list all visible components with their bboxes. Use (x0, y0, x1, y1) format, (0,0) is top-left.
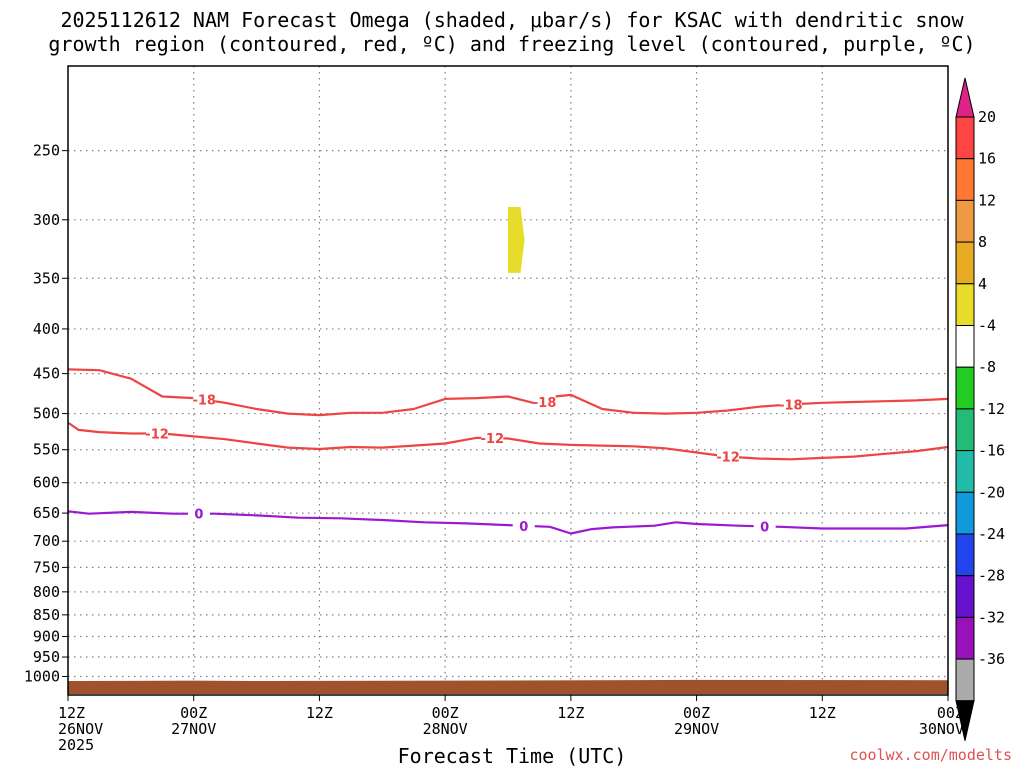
y-tick-label: 550 (33, 441, 60, 459)
x-tick-label: 00Z (683, 704, 710, 722)
contour-label: -12 (481, 432, 505, 447)
colorbar-label: -28 (978, 567, 1005, 585)
y-tick-label: 500 (33, 405, 60, 423)
colorbar-label: 12 (978, 191, 996, 209)
y-axis-ticks: 250 300 350 400 450 500 550 600 650 700 750 800 850 9… (24, 142, 68, 685)
colorbar-segment (955, 199, 975, 243)
y-tick-label: 600 (33, 474, 60, 492)
x-tick-label: 00Z (180, 704, 207, 722)
x-tick-label: 12Z (306, 704, 333, 722)
colorbar-label: -32 (978, 608, 1005, 626)
contour-minus-12 (67, 421, 949, 461)
x-tick-label: 30NOV (919, 720, 964, 738)
contour-label: -18 (192, 394, 216, 409)
y-tick-label: 400 (33, 320, 60, 338)
colorbar-label: -16 (978, 442, 1005, 460)
x-tick-label: 12Z (58, 704, 85, 722)
credit-link[interactable]: coolwx.com/modelts (849, 746, 1012, 764)
colorbar-label: -4 (978, 317, 996, 335)
contour-label-bg (481, 430, 504, 447)
colorbar-label: 8 (978, 233, 987, 251)
colorbar-label: 4 (978, 275, 987, 293)
x-tick-label: 00Z (432, 704, 459, 722)
colorbar-label: 16 (978, 150, 996, 168)
contour-label: -12 (145, 428, 169, 443)
colorbar-label: -20 (978, 483, 1005, 501)
colorbar-label: -12 (978, 400, 1005, 418)
colorbar-segment (955, 158, 975, 201)
y-tick-label: 700 (33, 532, 60, 550)
x-tick-label: 27NOV (171, 720, 216, 738)
grid-lines (68, 66, 948, 695)
y-tick-label: 850 (33, 606, 60, 624)
y-tick-label: 650 (33, 504, 60, 522)
colorbar-label: -36 (978, 650, 1005, 668)
colorbar: 20 16 12 8 4 -4 -8 -12 -16 -20 -24 -28 -32 -36 (955, 77, 1005, 741)
contour-zero-freezing (67, 510, 949, 535)
colorbar-segment (955, 491, 975, 535)
contour-label: -12 (716, 451, 740, 466)
y-tick-label: 300 (33, 211, 60, 229)
contour-label: 0 (760, 520, 769, 535)
y-tick-label: 750 (33, 558, 60, 576)
contour-label-bg (193, 391, 216, 408)
ground-layer (68, 679, 948, 694)
contour-label-bg (512, 517, 535, 534)
colorbar-top-arrow (955, 77, 975, 118)
y-tick-label: 1000 (24, 667, 60, 685)
x-tick-label: 26NOV (58, 720, 103, 738)
colorbar-segment (955, 658, 975, 702)
contour-label: -18 (533, 396, 557, 411)
chart-title-line-2: growth region (contoured, red, ºC) and f… (48, 32, 976, 56)
colorbar-label: -8 (978, 358, 996, 376)
x-tick-label: 28NOV (423, 720, 468, 738)
contour-label: 0 (194, 508, 203, 523)
plot-frame (67, 65, 949, 696)
chart-title-line-1: 2025112612 NAM Forecast Omega (shaded, μ… (60, 8, 964, 32)
contour-label-bg (779, 396, 802, 413)
colorbar-label: -24 (978, 525, 1005, 543)
contour-label-bg (717, 448, 739, 465)
chart-title: 2025112612 NAM Forecast Omega (shaded, μ… (0, 8, 1024, 56)
omega-shaded-area (508, 206, 525, 273)
contour-label-bg (753, 518, 776, 535)
colorbar-segment (955, 283, 975, 326)
y-tick-label: 350 (33, 269, 60, 287)
y-tick-label: 950 (33, 648, 60, 666)
y-tick-label: 900 (33, 628, 60, 646)
ground-fill (68, 679, 948, 694)
y-tick-label: 800 (33, 583, 60, 601)
contour-label-bg (533, 393, 556, 410)
contour-label-bg (146, 425, 169, 442)
colorbar-label: 20 (978, 108, 996, 126)
contour-label-bg (187, 505, 210, 522)
contour-label: 0 (519, 520, 528, 535)
colorbar-segment (955, 450, 975, 493)
colorbar-segment (955, 408, 975, 452)
x-tick-label: 2025 (58, 736, 94, 754)
y-tick-label: 450 (33, 365, 60, 383)
omega-shading (508, 206, 525, 273)
x-axis-title: Forecast Time (UTC) (397, 744, 627, 768)
colorbar-segment (955, 616, 975, 660)
colorbar-segment (955, 241, 975, 285)
x-tick-label: 12Z (557, 704, 584, 722)
colorbar-segment (955, 116, 975, 160)
x-tick-label: 29NOV (674, 720, 719, 738)
colorbar-segment (955, 366, 975, 410)
y-tick-label: 250 (33, 142, 60, 160)
colorbar-segment (955, 533, 975, 577)
colorbar-segment (955, 575, 975, 618)
colorbar-bottom-arrow (955, 700, 975, 741)
contour-labels: -18 -18 -18 -12 -12 -12 0 0 0 (145, 391, 803, 535)
x-tick-label: 12Z (809, 704, 836, 722)
contour-label: -18 (779, 398, 803, 413)
colorbar-segment (955, 325, 975, 368)
